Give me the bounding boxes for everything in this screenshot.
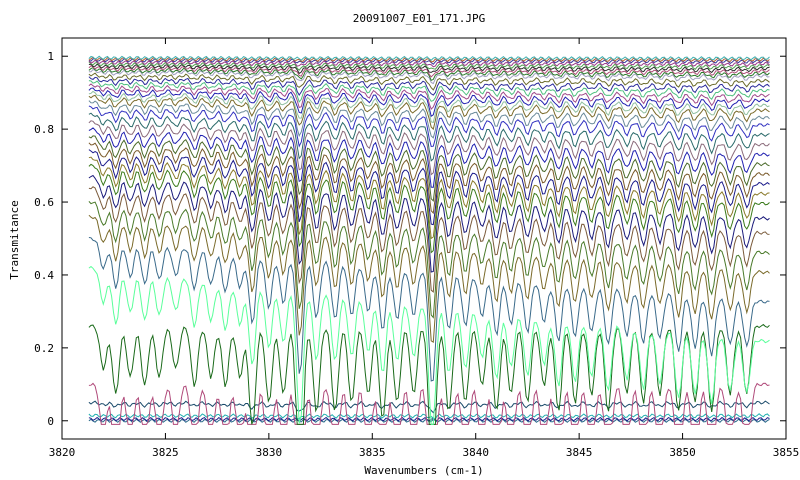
x-tick-label: 3840 — [462, 446, 489, 459]
spectrum-series-line — [88, 59, 770, 68]
y-tick-label: 0.4 — [34, 269, 54, 282]
spectrum-series-line — [88, 120, 770, 176]
spectrum-series-line — [88, 265, 770, 425]
spectrum-series-line — [88, 69, 770, 85]
plot-frame — [61, 37, 787, 440]
spectrum-series-line — [88, 400, 770, 414]
x-tick-label: 3855 — [773, 446, 800, 459]
x-axis-label: Wavenumbers (cm-1) — [364, 464, 483, 477]
spectrum-series-line — [88, 94, 770, 131]
spectrum-series-line — [88, 55, 770, 61]
spectrum-series-line — [88, 65, 770, 78]
spectrum-series-line — [88, 201, 770, 319]
x-tick-label: 3835 — [359, 446, 386, 459]
spectrum-series-line — [88, 135, 770, 202]
spectrum-series-line — [88, 90, 770, 124]
spectrum-series-line — [88, 214, 770, 343]
x-tick-label: 3820 — [49, 446, 76, 459]
x-tick-label: 3850 — [669, 446, 696, 459]
spectrum-series-line — [88, 67, 770, 81]
chart-title: 20091007_E01_171.JPG — [353, 12, 485, 25]
spectrum-series-line — [88, 61, 770, 71]
spectrum-series-line — [88, 112, 770, 162]
spectrum-series-line — [88, 87, 770, 118]
spectrum-series-line — [88, 142, 770, 215]
x-tick-label: 3825 — [152, 446, 179, 459]
y-tick-label: 1 — [47, 50, 54, 63]
y-tick-label: 0.8 — [34, 123, 54, 136]
spectrum-series-line — [88, 80, 770, 103]
spectrum-series-line — [88, 186, 770, 293]
x-tick-label: 3845 — [566, 446, 593, 459]
y-tick-label: 0 — [47, 415, 54, 428]
y-tick-label: 0.6 — [34, 196, 54, 209]
spectrum-series-line — [88, 237, 770, 382]
y-tick-label: 0.2 — [34, 342, 54, 355]
spectrum-series-line — [88, 163, 770, 254]
spectrum-series-line — [88, 100, 770, 139]
series-layer — [88, 55, 770, 425]
spectrum-series-line — [88, 76, 770, 96]
spectrum-series-line — [88, 156, 770, 240]
spectrum-series-line — [88, 83, 770, 111]
y-axis-label: Transmitance — [8, 200, 21, 279]
spectrum-series-line — [88, 174, 770, 273]
spectrum-series-line — [88, 63, 770, 75]
spectrum-series-line — [88, 127, 770, 188]
spectrum-series-line — [88, 72, 770, 91]
spectrum-series-line — [88, 149, 770, 226]
axis-layer: 3820 3825 3830 3835 3840 3845 3850 3855 0 0.2 0.4 0… — [34, 38, 799, 459]
spectrum-series-line — [88, 105, 770, 148]
x-tick-label: 3830 — [256, 446, 283, 459]
